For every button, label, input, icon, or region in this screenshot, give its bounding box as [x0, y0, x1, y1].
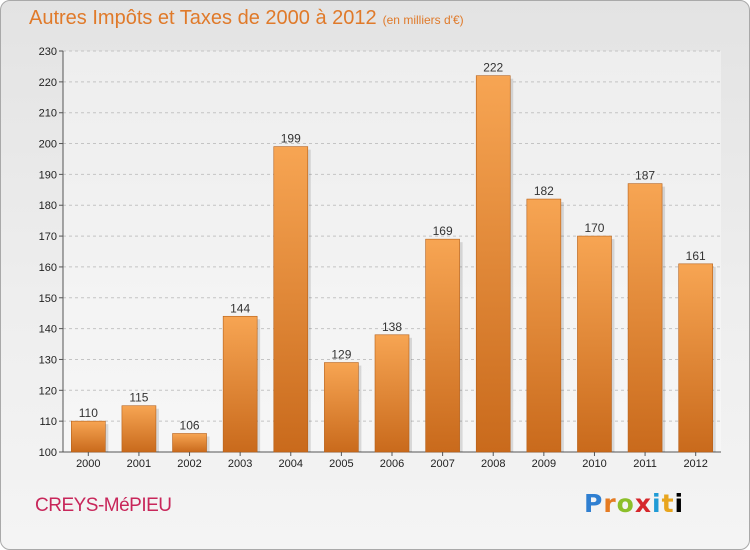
data-label: 182: [534, 184, 554, 198]
data-label: 199: [281, 132, 301, 146]
data-label: 115: [129, 391, 148, 405]
y-tick-label: 140: [39, 324, 57, 336]
bar: [526, 198, 562, 453]
y-tick-label: 100: [39, 447, 57, 459]
x-tick-label: 2005: [329, 458, 353, 470]
bar: [678, 263, 713, 453]
chart-title: Autres Impôts et Taxes de 2000 à 2012 (en…: [29, 7, 464, 30]
y-tick-label: 200: [39, 139, 57, 151]
proxiti-logo: Proxiti: [584, 489, 684, 518]
x-tick-label: 2001: [127, 458, 151, 470]
y-tick-label: 170: [39, 231, 57, 243]
y-tick-label: 220: [39, 77, 57, 89]
y-tick-label: 160: [39, 262, 57, 274]
plot-area: 100 110 120 130 140 150 160 170 180 190 200 210 220 2…: [39, 46, 721, 470]
bar: [324, 362, 359, 453]
data-label: 222: [483, 61, 503, 75]
y-tick-label: 120: [39, 385, 57, 397]
y-tick-label: 210: [39, 108, 57, 120]
data-label: 144: [230, 301, 250, 315]
x-tick-label: 2009: [532, 458, 556, 470]
x-tick-label: 2011: [633, 458, 657, 470]
x-tick-label: 2012: [683, 458, 707, 470]
bar: [273, 146, 309, 453]
bar: [577, 235, 612, 453]
x-tick-label: 2003: [228, 458, 252, 470]
title-unit: (en milliers d'€): [382, 13, 464, 27]
data-label: 161: [686, 249, 706, 263]
logo-letter: t: [661, 489, 675, 518]
logo-letter: i: [674, 489, 685, 518]
y-tick-label: 130: [39, 354, 57, 366]
bar: [627, 183, 663, 453]
logo-letter: i: [652, 489, 662, 518]
bar: [71, 420, 106, 453]
x-tick-label: 2000: [76, 458, 100, 470]
data-label: 129: [331, 348, 351, 362]
logo-letter: P: [584, 489, 604, 518]
x-tick-label: 2002: [177, 458, 201, 470]
y-tick-label: 230: [39, 46, 57, 58]
data-label: 138: [382, 320, 402, 334]
y-tick-label: 110: [39, 416, 57, 428]
x-tick-label: 2010: [582, 458, 606, 470]
title-text: Autres Impôts et Taxes de 2000 à 2012: [29, 7, 377, 29]
x-tick-label: 2006: [380, 458, 404, 470]
data-label: 187: [635, 169, 655, 183]
y-tick-label: 180: [39, 200, 57, 212]
data-label: 110: [79, 406, 98, 420]
x-tick-label: 2004: [279, 458, 303, 470]
logo-letter: r: [603, 489, 617, 518]
bar: [425, 238, 460, 453]
bar: [172, 433, 207, 453]
data-label: 169: [433, 224, 453, 238]
commune-name: CREYS-MéPIEU: [35, 495, 172, 516]
y-tick-label: 150: [39, 293, 57, 305]
logo-letter: o: [616, 489, 635, 518]
data-label: 170: [584, 221, 604, 235]
bar: [475, 75, 511, 453]
bar: [222, 315, 258, 453]
bar: [121, 405, 157, 453]
y-tick-label: 190: [39, 169, 57, 181]
data-label: 106: [180, 418, 200, 432]
x-tick-label: 2007: [430, 458, 454, 470]
x-tick-label: 2008: [481, 458, 505, 470]
logo-letter: x: [634, 489, 652, 518]
bar: [374, 334, 410, 453]
